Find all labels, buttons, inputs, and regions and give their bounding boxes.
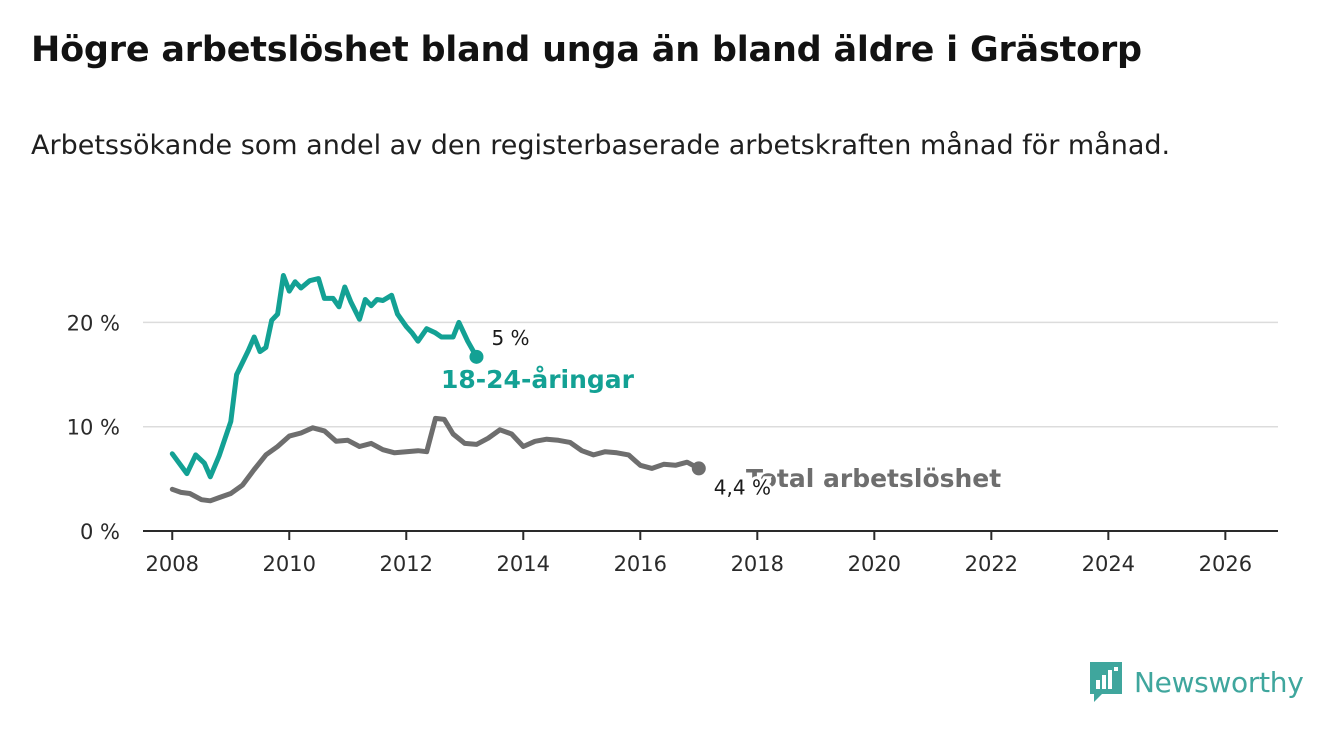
x-tick-label: 2014 [497, 552, 550, 576]
series-label-18-24: 18-24-åringar [441, 365, 635, 394]
series-labels: 18-24-åringar Total arbetslöshet 5 % 4,4 % [438, 323, 1005, 503]
chart-subtitle: Arbetssökande som andel av den registerb… [31, 130, 1171, 161]
x-tick-label: 2022 [965, 552, 1018, 576]
x-tick-label: 2016 [614, 552, 667, 576]
gridlines: 0 % 10 % 20 % [67, 311, 1278, 544]
end-marker-total [691, 461, 706, 476]
newsworthy-logo-icon [1090, 662, 1122, 702]
y-tick-label: 10 % [67, 416, 120, 440]
brand-name: Newsworthy [1134, 665, 1304, 699]
end-label-18-24: 5 % [491, 326, 529, 350]
x-tick-label: 2008 [146, 552, 199, 576]
x-tick-label: 2010 [263, 552, 316, 576]
y-tick-label: 0 % [80, 520, 120, 544]
x-tick-label: 2024 [1082, 552, 1135, 576]
x-tick-label: 2026 [1199, 552, 1252, 576]
x-axis: 2008 2010 2012 2014 2016 2018 2020 2022 2024 2026 [143, 530, 1278, 576]
x-tick-label: 2012 [380, 552, 433, 576]
end-marker-18-24 [469, 349, 484, 364]
series-label-total: Total arbetslöshet [746, 464, 1001, 493]
end-label-total: 4,4 % [714, 475, 771, 499]
chart-title: Högre arbetslöshet bland unga än bland ä… [31, 30, 1142, 70]
brand-logo: Newsworthy [1088, 660, 1304, 704]
series-lines [169, 273, 706, 504]
y-tick-label: 20 % [67, 311, 120, 335]
series-line-total [169, 415, 702, 504]
x-tick-label: 2020 [848, 552, 901, 576]
x-tick-label: 2018 [731, 552, 784, 576]
series-line-18-24 [169, 273, 479, 480]
